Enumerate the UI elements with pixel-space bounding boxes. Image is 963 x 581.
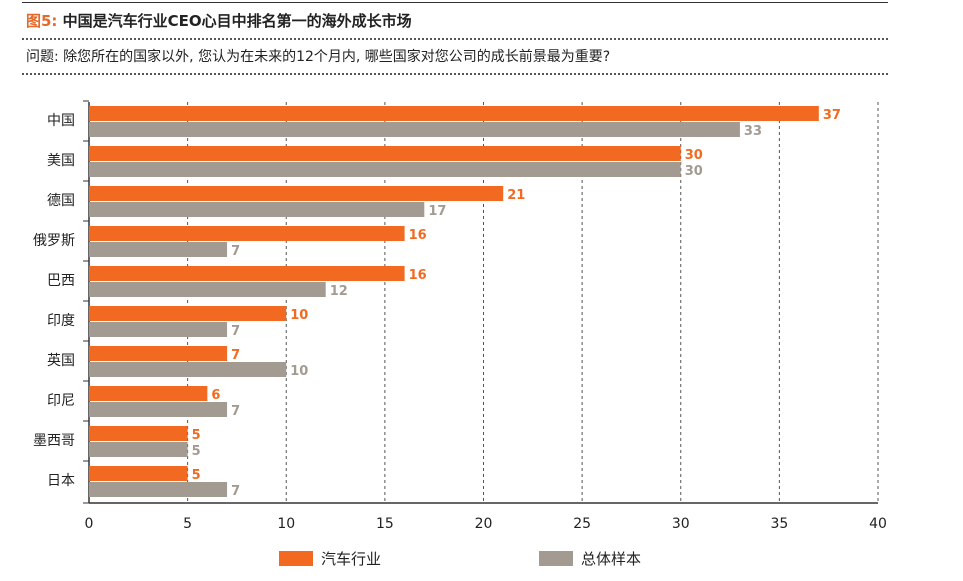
data-label: 16	[409, 228, 427, 243]
bar-auto	[89, 186, 504, 201]
data-label: 37	[823, 108, 841, 123]
chart-title: 图5: 中国是汽车行业CEO心目中排名第一的海外成长市场	[26, 10, 412, 31]
data-label: 16	[409, 268, 427, 283]
category-label: 中国	[47, 113, 75, 129]
divider-bottom	[22, 73, 888, 75]
data-label: 30	[685, 164, 703, 179]
x-tick-label: 5	[183, 516, 192, 532]
category-label: 印尼	[47, 393, 75, 409]
data-label: 5	[192, 444, 201, 459]
bar-total	[89, 362, 287, 377]
bar-total	[89, 402, 228, 417]
data-label: 5	[192, 468, 201, 483]
bar-auto	[89, 226, 405, 241]
legend-swatch-total	[539, 550, 573, 566]
bar-auto	[89, 146, 681, 161]
legend-item-total: 总体样本	[539, 548, 641, 568]
bar-auto	[89, 386, 208, 401]
data-label: 12	[330, 284, 348, 299]
x-tick-label: 25	[573, 516, 591, 532]
x-tick-label: 40	[869, 516, 887, 532]
category-label: 印度	[47, 313, 75, 329]
bar-auto	[89, 466, 188, 481]
data-label: 10	[290, 364, 308, 379]
data-label: 7	[231, 484, 240, 499]
x-tick-label: 20	[475, 516, 493, 532]
data-label: 21	[507, 188, 525, 203]
legend-label-auto: 汽车行业	[321, 549, 382, 568]
x-tick-label: 35	[770, 516, 788, 532]
bar-auto	[89, 266, 405, 281]
category-label: 英国	[47, 352, 75, 369]
data-label: 17	[428, 204, 446, 219]
bar-total	[89, 442, 188, 457]
bar-total	[89, 322, 228, 337]
data-label: 7	[231, 244, 240, 259]
title-bar: 图5: 中国是汽车行业CEO心目中排名第一的海外成长市场	[22, 2, 888, 37]
figure-label: 图5:	[26, 12, 58, 30]
legend-label-total: 总体样本	[581, 549, 642, 568]
data-label: 10	[290, 308, 308, 323]
category-label: 墨西哥	[33, 433, 75, 449]
bar-auto	[89, 306, 287, 321]
category-label: 德国	[47, 193, 75, 209]
data-label: 7	[231, 324, 240, 339]
category-label: 美国	[47, 153, 75, 169]
survey-question: 问题: 除您所在的国家以外, 您认为在未来的12个月内, 哪些国家对您公司的成长…	[26, 49, 611, 65]
category-label: 日本	[47, 473, 75, 489]
data-label: 5	[192, 428, 201, 443]
x-tick-label: 30	[672, 516, 690, 532]
category-label: 俄罗斯	[33, 233, 75, 249]
data-label: 7	[231, 348, 240, 363]
bar-auto	[89, 106, 819, 121]
x-tick-label: 0	[85, 516, 94, 532]
category-label: 巴西	[47, 273, 75, 289]
data-label: 6	[211, 388, 220, 403]
x-tick-label: 15	[376, 516, 394, 532]
title-text: 中国是汽车行业CEO心目中排名第一的海外成长市场	[62, 12, 412, 30]
bar-auto	[89, 426, 188, 441]
bar-total	[89, 122, 740, 137]
divider-top	[22, 38, 888, 40]
x-tick-label: 10	[277, 516, 295, 532]
bar-total	[89, 202, 425, 217]
bar-total	[89, 162, 681, 177]
legend-swatch-auto	[279, 550, 313, 566]
data-label: 33	[744, 124, 762, 139]
data-label: 30	[685, 148, 703, 163]
bar-total	[89, 242, 228, 257]
legend-item-auto: 汽车行业	[279, 548, 381, 568]
bar-total	[89, 282, 326, 297]
bar-auto	[89, 346, 228, 361]
data-label: 7	[231, 404, 240, 419]
bar-total	[89, 482, 228, 497]
